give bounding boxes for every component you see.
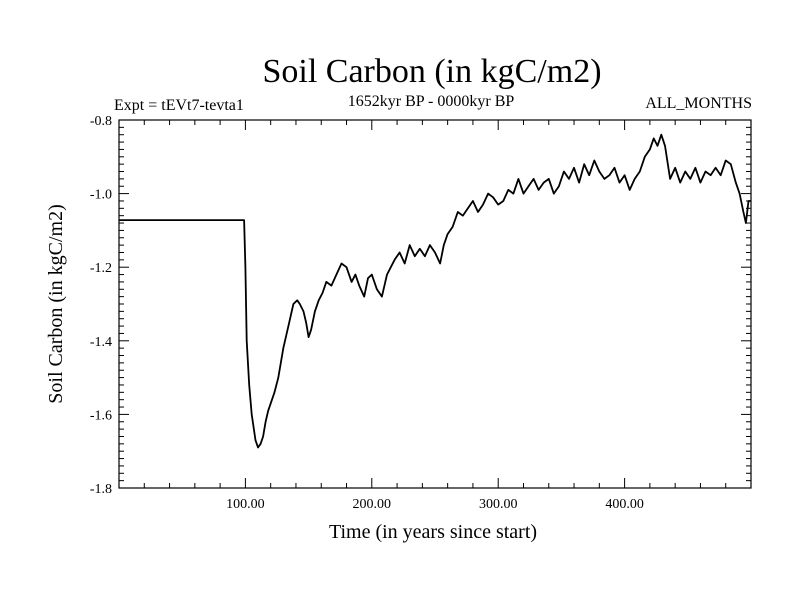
y-tick-label: -1.2: [90, 261, 112, 276]
x-tick-label: 200.00: [353, 497, 392, 512]
x-axis-ticks: [143, 120, 727, 488]
y-axis-tick-labels: -1.8 -1.6 -1.4 -1.2 -1.0 -0.8: [90, 114, 112, 497]
y-tick-label: -1.8: [90, 482, 112, 497]
plot-frame: [118, 119, 752, 489]
experiment-label: Expt = tEVt7-tevta1: [114, 97, 244, 114]
x-axis-tick-labels: 100.00 200.00 300.00 400.00: [226, 497, 644, 512]
y-tick-label: -0.8: [90, 114, 112, 129]
x-tick-label: 300.00: [479, 497, 518, 512]
x-axis-label: Time (in years since start): [329, 521, 537, 543]
x-tick-label: 400.00: [605, 497, 644, 512]
series-line-soil-carbon: [119, 133, 751, 449]
x-tick-label: 100.00: [226, 497, 265, 512]
y-axis-ticks: [119, 119, 751, 489]
y-axis-label: Soil Carbon (in kgC/m2): [45, 204, 67, 403]
time-range-label: 1652kyr BP - 0000kyr BP: [348, 93, 515, 110]
months-label: ALL_MONTHS: [645, 95, 752, 112]
y-tick-label: -1.4: [90, 335, 112, 350]
chart-title: Soil Carbon (in kgC/m2): [262, 53, 601, 90]
y-tick-label: -1.0: [90, 188, 112, 203]
y-tick-label: -1.6: [90, 408, 112, 423]
